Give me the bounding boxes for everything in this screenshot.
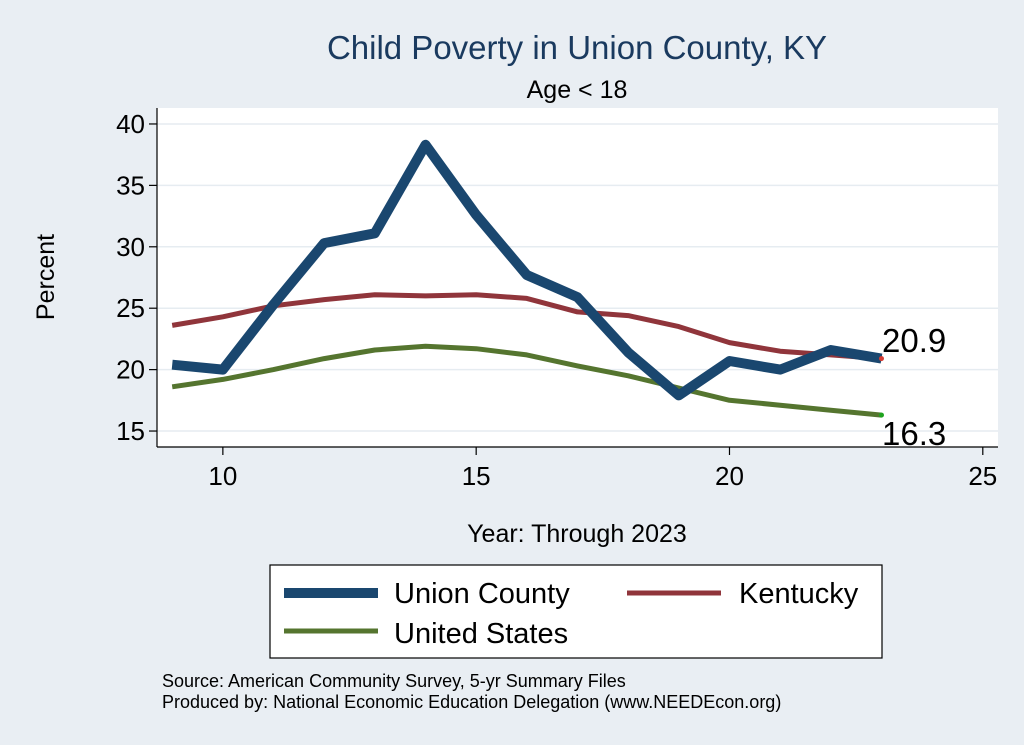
series-line-united-states — [171, 343, 882, 418]
end-label-united-states: 16.3 — [882, 415, 946, 452]
axes — [156, 108, 998, 448]
end-label-union-county: 20.9 — [882, 322, 946, 359]
source-note: Source: American Community Survey, 5-yr … — [162, 671, 626, 691]
series-line-kentucky — [171, 292, 882, 362]
chart-title: Child Poverty in Union County, KY — [327, 29, 827, 66]
y-tick-label: 35 — [116, 170, 145, 200]
y-axis-label: Percent — [32, 234, 60, 320]
y-tick-label: 15 — [116, 416, 145, 446]
y-tick-label: 30 — [116, 232, 145, 262]
y-tick-label: 20 — [116, 355, 145, 385]
y-tick-label: 25 — [116, 293, 145, 323]
legend-label-kentucky: Kentucky — [739, 578, 859, 610]
x-tick-label: 25 — [968, 461, 997, 491]
legend-label-union-county: Union County — [394, 578, 570, 610]
end-point-marker — [878, 412, 884, 418]
y-tick-label: 40 — [116, 109, 145, 139]
gridlines — [157, 123, 998, 432]
legend-label-united-states: United States — [394, 618, 568, 650]
legend-box — [269, 564, 883, 659]
series-line-union-county — [171, 139, 883, 401]
legend: Union County Kentucky United States — [269, 564, 883, 659]
x-axis-label: Year: Through 2023 — [467, 520, 687, 548]
plot-area — [157, 108, 998, 447]
ticks: 15 20 25 30 35 40 10 15 20 25 — [116, 109, 997, 491]
x-tick-label: 20 — [715, 461, 744, 491]
series-lines — [171, 139, 883, 418]
chart-subtitle: Age < 18 — [527, 76, 628, 104]
end-point-marker — [878, 356, 884, 362]
producer-note: Produced by: National Economic Education… — [162, 692, 781, 712]
x-tick-label: 15 — [462, 461, 491, 491]
end-points — [878, 356, 884, 418]
x-tick-label: 10 — [208, 461, 237, 491]
